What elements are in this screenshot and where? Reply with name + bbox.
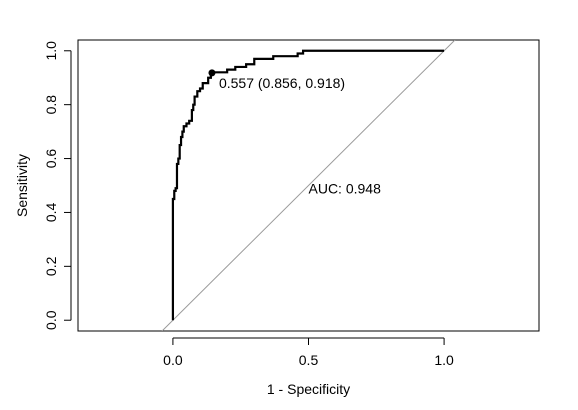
y-tick-label: 0.2	[43, 256, 59, 276]
y-tick-label: 0.6	[43, 149, 59, 169]
x-axis: 0.0 0.5 1.0	[163, 337, 454, 368]
x-tick-label: 0.5	[299, 352, 319, 368]
y-tick-label: 1.0	[43, 41, 59, 61]
y-tick-label: 0.0	[43, 310, 59, 330]
threshold-label: 0.557 (0.856, 0.918)	[219, 75, 345, 91]
reference-diagonal-line	[161, 40, 456, 331]
y-tick-label: 0.4	[43, 203, 59, 223]
y-axis-title: Sensitivity	[14, 154, 30, 217]
y-axis: 0.0 0.2 0.4 0.6 0.8 1.0	[43, 41, 72, 330]
x-tick-label: 0.0	[163, 352, 183, 368]
x-tick-label: 1.0	[434, 352, 454, 368]
y-tick-label: 0.8	[43, 95, 59, 115]
auc-label: AUC: 0.948	[309, 181, 382, 197]
plot-frame	[77, 39, 540, 332]
optimal-threshold-point	[208, 69, 216, 77]
x-axis-title: 1 - Specificity	[267, 381, 350, 397]
roc-curve-line	[171, 49, 445, 321]
